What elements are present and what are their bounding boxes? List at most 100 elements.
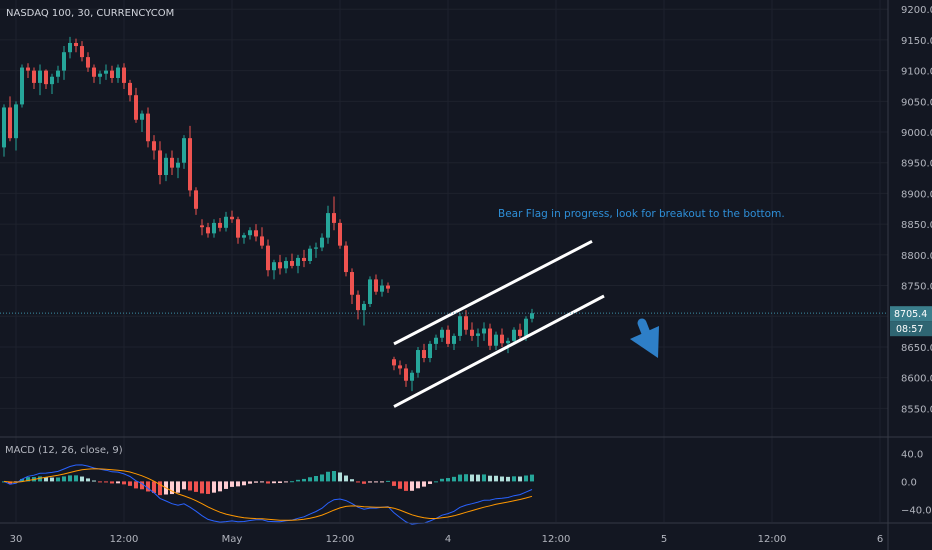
- price-tick-label: 8850.0: [901, 220, 932, 231]
- candle: [128, 82, 132, 96]
- macd-histogram-bar: [56, 477, 60, 482]
- candle: [446, 329, 450, 344]
- candle: [464, 316, 468, 330]
- price-tick-label: 8800.0: [901, 251, 932, 262]
- macd-histogram-bar: [8, 481, 12, 484]
- candle: [284, 260, 288, 269]
- price-tick-label: 9150.0: [901, 36, 932, 47]
- candle: [272, 262, 276, 271]
- time-tick-label: 12:00: [758, 534, 787, 545]
- candle: [506, 340, 510, 344]
- candle: [140, 113, 144, 120]
- candle: [392, 359, 396, 366]
- macd-histogram-bar: [260, 481, 264, 483]
- candle: [176, 162, 180, 168]
- time-tick-label: 6: [877, 534, 883, 545]
- time-tick-label: 12:00: [542, 534, 571, 545]
- macd-histogram-bar: [104, 481, 108, 483]
- macd-histogram-bar: [518, 476, 522, 482]
- macd-histogram-bar: [206, 481, 210, 494]
- candle: [194, 190, 198, 209]
- macd-histogram-bar: [392, 481, 396, 486]
- macd-histogram-bar: [26, 477, 30, 482]
- candle: [344, 245, 348, 273]
- macd-histogram-bar: [494, 475, 498, 482]
- price-tick-label: 9200.0: [901, 5, 932, 16]
- macd-histogram-bar: [86, 478, 90, 482]
- candle: [2, 107, 6, 148]
- macd-legend: MACD (12, 26, close, 9): [5, 445, 123, 456]
- bear-flag-channel[interactable]: [393, 240, 605, 408]
- macd-histogram-bar: [428, 481, 432, 484]
- candle-series: [2, 36, 534, 392]
- macd-histogram-bar: [500, 476, 504, 482]
- macd-histogram-bar: [110, 481, 114, 484]
- candle: [50, 76, 54, 85]
- candle: [416, 350, 420, 373]
- candle: [146, 113, 150, 142]
- candle: [206, 227, 210, 234]
- candle: [182, 138, 186, 163]
- candle: [476, 333, 480, 336]
- price-tick-label: 9050.0: [901, 97, 932, 108]
- candle: [350, 272, 354, 295]
- macd-histogram-bar: [416, 481, 420, 489]
- macd-histogram-bar: [506, 476, 510, 482]
- macd-histogram-bar: [230, 481, 234, 487]
- macd-histogram-bar: [128, 481, 132, 486]
- down-arrow-icon[interactable]: [630, 318, 659, 358]
- macd-histogram-bar: [290, 481, 294, 483]
- macd-histogram-bar: [332, 471, 336, 482]
- macd-histogram-bar: [158, 481, 162, 496]
- candle: [152, 141, 156, 151]
- macd-histogram-bar: [404, 481, 408, 491]
- candle: [20, 67, 24, 105]
- candle: [482, 328, 486, 334]
- candle: [14, 104, 18, 139]
- candle: [68, 42, 72, 53]
- price-tick-label: 8950.0: [901, 159, 932, 170]
- candle: [164, 157, 168, 176]
- macd-histogram-bar: [134, 481, 138, 489]
- candle: [500, 334, 504, 344]
- macd-histogram-bar: [182, 481, 186, 490]
- macd-histogram-bar: [92, 480, 96, 482]
- candle: [314, 247, 318, 249]
- macd-tick-label: 40.0: [901, 449, 923, 460]
- macd-histogram-bar: [326, 471, 330, 482]
- macd-histogram-bar: [152, 481, 156, 494]
- macd-histogram-bar: [434, 481, 438, 483]
- macd-histogram-bar: [380, 481, 384, 483]
- candle: [320, 237, 324, 248]
- annotation-text[interactable]: Bear Flag in progress, look for breakout…: [498, 208, 785, 220]
- macd-histogram-bar: [122, 481, 126, 485]
- candle: [80, 46, 84, 58]
- macd-histogram-bar: [170, 481, 174, 495]
- candle: [356, 294, 360, 311]
- macd-histogram-bar: [44, 477, 48, 482]
- candle: [248, 230, 252, 236]
- candle: [380, 285, 384, 292]
- candle: [290, 260, 294, 266]
- candle: [38, 70, 42, 83]
- macd-histogram-bar: [350, 479, 354, 482]
- candle: [44, 70, 48, 85]
- candle: [404, 368, 408, 381]
- macd-histogram-bar: [302, 478, 306, 482]
- macd-histogram-bar: [266, 481, 270, 484]
- macd-histogram-bar: [74, 475, 78, 482]
- channel-lower-line: [393, 294, 605, 408]
- bar-countdown: 08:57: [896, 324, 923, 335]
- candle: [308, 248, 312, 261]
- candle: [188, 138, 192, 191]
- time-tick-label: 12:00: [110, 534, 139, 545]
- time-tick-label: 5: [661, 534, 667, 545]
- candle: [32, 70, 36, 83]
- macd-histogram-bar: [482, 474, 486, 482]
- macd-histogram-bar: [80, 476, 84, 482]
- price-tick-label: 8650.0: [901, 343, 932, 354]
- candle: [302, 257, 306, 261]
